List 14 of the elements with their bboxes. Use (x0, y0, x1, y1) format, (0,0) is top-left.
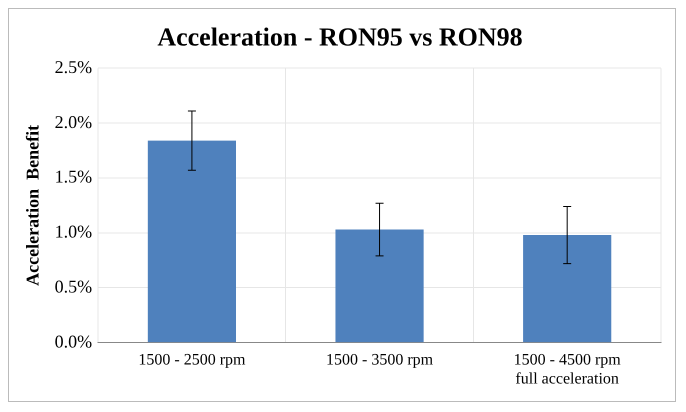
chart-title: Acceleration - RON95 vs RON98 (157, 22, 523, 52)
bar (335, 230, 424, 342)
x-tick-label: 1500 - 4500 rpm full acceleration (514, 351, 622, 388)
y-tick-label: 2.0% (54, 112, 92, 132)
y-tick-label: 2.5% (54, 56, 92, 77)
y-tick-label: 1.0% (54, 222, 92, 242)
y-axis-title: Acceleration Benefit (22, 124, 42, 286)
y-tick-label: 0.5% (54, 276, 92, 296)
bar (148, 140, 236, 342)
y-tick-label: 1.5% (54, 166, 92, 187)
x-tick-label: 1500 - 2500 rpm (138, 351, 246, 368)
y-tick-label: 0.0% (54, 331, 92, 352)
x-tick-label: 1500 - 3500 rpm (326, 351, 434, 368)
bar (523, 235, 612, 342)
